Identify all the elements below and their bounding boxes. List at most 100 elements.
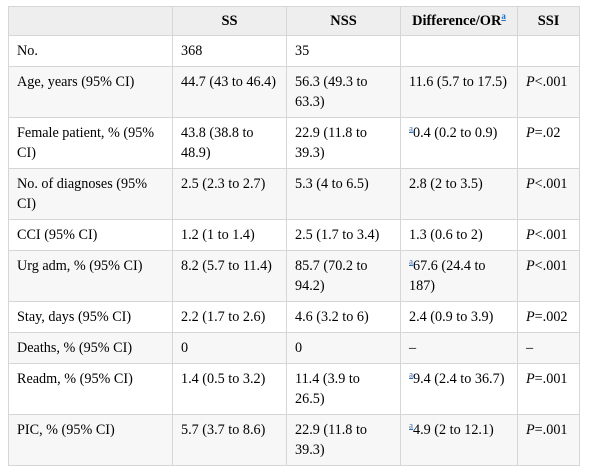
- table-row: No. 368 35: [8, 35, 580, 67]
- table-header: SS NSS Difference/ORa SSI: [8, 6, 580, 36]
- row-label: Age, years (95% CI): [8, 66, 173, 118]
- footnote-link[interactable]: a: [409, 256, 413, 267]
- row-label: Female patient, % (95% CI): [8, 117, 173, 169]
- cell-ssi: P=.001: [517, 363, 580, 415]
- cell-ss: 1.2 (1 to 1.4): [172, 219, 287, 251]
- header-label: [8, 6, 173, 36]
- cell-difference: a67.6 (24.4 to 187): [400, 250, 518, 302]
- row-label: Readm, % (95% CI): [8, 363, 173, 415]
- cell-ss: 2.2 (1.7 to 2.6): [172, 301, 287, 333]
- cell-ssi: P=.002: [517, 301, 580, 333]
- cell-nss: 35: [286, 35, 401, 67]
- difference-value: 67.6 (24.4 to 187): [409, 258, 486, 294]
- footnote-link[interactable]: a: [409, 420, 413, 431]
- p-symbol: P: [526, 258, 535, 274]
- table-row: Urg adm, % (95% CI) 8.2 (5.7 to 11.4) 85.7…: [8, 250, 580, 302]
- difference-value: 11.6 (5.7 to 17.5): [409, 74, 507, 90]
- cell-nss: 22.9 (11.8 to 39.3): [286, 117, 401, 169]
- difference-value: –: [409, 340, 417, 356]
- p-value: <.001: [534, 176, 568, 192]
- table-row: Age, years (95% CI) 44.7 (43 to 46.4) 56.3…: [8, 66, 580, 118]
- cell-ssi: P<.001: [517, 168, 580, 220]
- row-label: Deaths, % (95% CI): [8, 332, 173, 364]
- cell-nss: 0: [286, 332, 401, 364]
- header-nss: NSS: [286, 6, 401, 36]
- table-row: Stay, days (95% CI) 2.2 (1.7 to 2.6) 4.6 (…: [8, 301, 580, 333]
- cell-ssi: [517, 35, 580, 67]
- cell-difference: a9.4 (2.4 to 36.7): [400, 363, 518, 415]
- table-row: No. of diagnoses (95% CI) 2.5 (2.3 to 2.7…: [8, 168, 580, 220]
- p-value: =.02: [534, 125, 561, 141]
- cell-ssi: P<.001: [517, 250, 580, 302]
- cell-difference: 1.3 (0.6 to 2): [400, 219, 518, 251]
- row-label: PIC, % (95% CI): [8, 414, 173, 466]
- cell-ssi: P=.001: [517, 414, 580, 466]
- difference-value: 4.9 (2 to 12.1): [413, 422, 494, 438]
- cell-difference: 2.8 (2 to 3.5): [400, 168, 518, 220]
- cell-nss: 2.5 (1.7 to 3.4): [286, 219, 401, 251]
- cell-ssi: –: [517, 332, 580, 364]
- cell-ss: 368: [172, 35, 287, 67]
- cell-nss: 22.9 (11.8 to 39.3): [286, 414, 401, 466]
- header-ssi: SSI: [517, 6, 580, 36]
- p-value: =.002: [534, 309, 568, 325]
- table-row: Readm, % (95% CI) 1.4 (0.5 to 3.2) 11.4 (3…: [8, 363, 580, 415]
- table-row: CCI (95% CI) 1.2 (1 to 1.4) 2.5 (1.7 to 3.…: [8, 219, 580, 251]
- footnote-link[interactable]: a: [409, 369, 413, 380]
- cell-ss: 1.4 (0.5 to 3.2): [172, 363, 287, 415]
- table-body: No. 368 35 Age, years (95% CI) 44.7 (43 to 4…: [8, 35, 580, 466]
- p-symbol: P: [526, 125, 535, 141]
- header-ss: SS: [172, 6, 287, 36]
- difference-value: 2.8 (2 to 3.5): [409, 176, 483, 192]
- cell-nss: 4.6 (3.2 to 6): [286, 301, 401, 333]
- cell-ss: 8.2 (5.7 to 11.4): [172, 250, 287, 302]
- p-value: <.001: [534, 258, 568, 274]
- cell-nss: 11.4 (3.9 to 26.5): [286, 363, 401, 415]
- row-label: Urg adm, % (95% CI): [8, 250, 173, 302]
- p-value: <.001: [534, 74, 568, 90]
- footnote-link[interactable]: a: [501, 11, 506, 22]
- cell-difference: [400, 35, 518, 67]
- row-label: No.: [8, 35, 173, 67]
- p-symbol: P: [526, 371, 535, 387]
- cell-ssi: P=.02: [517, 117, 580, 169]
- p-value: –: [526, 340, 534, 356]
- cell-ss: 0: [172, 332, 287, 364]
- cell-ss: 5.7 (3.7 to 8.6): [172, 414, 287, 466]
- difference-value: 9.4 (2.4 to 36.7): [413, 371, 505, 387]
- row-label: Stay, days (95% CI): [8, 301, 173, 333]
- cell-ss: 43.8 (38.8 to 48.9): [172, 117, 287, 169]
- footnote-link[interactable]: a: [409, 123, 413, 134]
- difference-value: 0.4 (0.2 to 0.9): [413, 125, 498, 141]
- table-row: PIC, % (95% CI) 5.7 (3.7 to 8.6) 22.9 (11.…: [8, 414, 580, 466]
- cell-ssi: P<.001: [517, 66, 580, 118]
- p-value: =.001: [534, 371, 568, 387]
- cell-nss: 56.3 (49.3 to 63.3): [286, 66, 401, 118]
- cell-difference: –: [400, 332, 518, 364]
- cell-ssi: P<.001: [517, 219, 580, 251]
- cell-difference: 11.6 (5.7 to 17.5): [400, 66, 518, 118]
- p-value: =.001: [534, 422, 568, 438]
- table-row: Female patient, % (95% CI) 43.8 (38.8 to …: [8, 117, 580, 169]
- row-label: No. of diagnoses (95% CI): [8, 168, 173, 220]
- header-difference-or: Difference/ORa: [400, 6, 518, 36]
- cell-difference: a0.4 (0.2 to 0.9): [400, 117, 518, 169]
- cell-difference: a4.9 (2 to 12.1): [400, 414, 518, 466]
- table-row: Deaths, % (95% CI) 0 0– –: [8, 332, 580, 364]
- p-value: <.001: [534, 227, 568, 243]
- results-table: SS NSS Difference/ORa SSI No. 368 35 Age, y…: [8, 6, 580, 466]
- cell-nss: 85.7 (70.2 to 94.2): [286, 250, 401, 302]
- header-row: SS NSS Difference/ORa SSI: [8, 6, 580, 36]
- p-symbol: P: [526, 74, 535, 90]
- p-symbol: P: [526, 309, 535, 325]
- row-label: CCI (95% CI): [8, 219, 173, 251]
- header-difference-or-text: Difference/OR: [412, 13, 502, 29]
- p-symbol: P: [526, 227, 535, 243]
- cell-difference: 2.4 (0.9 to 3.9): [400, 301, 518, 333]
- cell-ss: 44.7 (43 to 46.4): [172, 66, 287, 118]
- difference-value: 1.3 (0.6 to 2): [409, 227, 483, 243]
- cell-ss: 2.5 (2.3 to 2.7): [172, 168, 287, 220]
- p-symbol: P: [526, 422, 535, 438]
- difference-value: 2.4 (0.9 to 3.9): [409, 309, 494, 325]
- cell-nss: 5.3 (4 to 6.5): [286, 168, 401, 220]
